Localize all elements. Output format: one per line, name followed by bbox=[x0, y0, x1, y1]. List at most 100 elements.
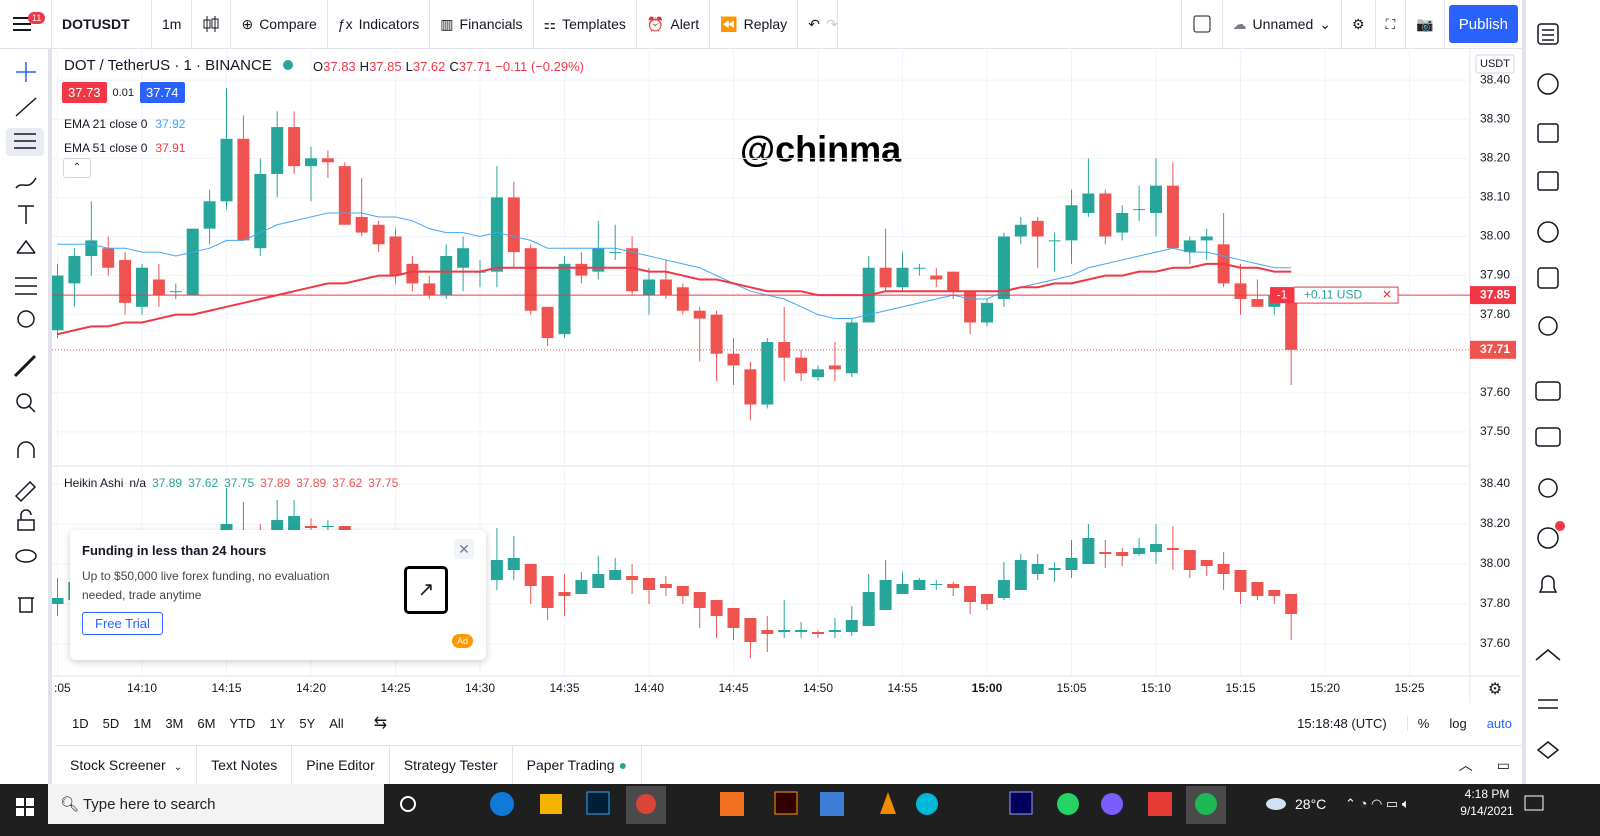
tray-icons: ⌃ ◔ ◠ ▭ 🔈︎ bbox=[1345, 796, 1410, 811]
percent-toggle[interactable]: % bbox=[1406, 715, 1440, 731]
ohlc-key: L bbox=[405, 59, 413, 74]
range-button[interactable]: 5D bbox=[102, 715, 120, 731]
candle-body bbox=[1251, 299, 1264, 307]
toolbar-item[interactable]: ⏪ Replay bbox=[710, 0, 799, 48]
range-button[interactable]: 3M bbox=[165, 715, 184, 731]
maximize-panel[interactable]: ▭ bbox=[1496, 756, 1510, 773]
y-tick-label: 38.40 bbox=[1480, 476, 1510, 490]
bottom-tab[interactable]: Stock Screener ⌄ bbox=[56, 746, 198, 784]
toolbar-label: Indicators bbox=[358, 16, 420, 32]
toolbar-item[interactable]: ⊕ Compare bbox=[231, 0, 328, 48]
candle-body bbox=[389, 236, 402, 276]
x-tick-label: 15:25 bbox=[1394, 681, 1424, 695]
indicator-name: EMA 21 close 0 bbox=[64, 117, 148, 131]
candle-body bbox=[558, 592, 571, 596]
date-range-icon[interactable]: ⇆ bbox=[373, 715, 388, 732]
candle-body bbox=[423, 283, 436, 296]
x-tick-label: 14:45 bbox=[718, 681, 748, 695]
auto-toggle[interactable]: auto bbox=[1486, 715, 1512, 731]
candle-body bbox=[541, 576, 554, 608]
publish-button[interactable]: Publish bbox=[1448, 5, 1518, 43]
fullscreen[interactable]: ⛶ bbox=[1376, 0, 1407, 48]
x-tick-label: 15:15 bbox=[1225, 681, 1255, 695]
snapshot[interactable]: 📷 bbox=[1406, 0, 1445, 48]
range-button[interactable]: 1Y bbox=[269, 715, 286, 731]
indicator-name: EMA 51 close 0 bbox=[64, 141, 148, 155]
ha-value: 37.75 bbox=[224, 476, 255, 490]
ad-button[interactable]: Free Trial bbox=[82, 612, 163, 635]
toolbar-item[interactable]: ⏰ Alert bbox=[637, 0, 711, 48]
x-tick-label: 15:05 bbox=[1056, 681, 1086, 695]
ema-line bbox=[57, 262, 1292, 336]
collapse-panel[interactable]: ︿ bbox=[1458, 757, 1473, 773]
market-status bbox=[283, 60, 293, 70]
ohlc-value: 37.85 bbox=[369, 59, 402, 74]
candle-body bbox=[1166, 548, 1179, 550]
ad-text: Up to $50,000 live forex funding, no eva… bbox=[82, 569, 330, 602]
candle-body bbox=[1031, 564, 1044, 574]
candle-body bbox=[964, 291, 977, 323]
candle-body bbox=[609, 252, 622, 254]
layout-name[interactable]: ☁ Unnamed ⌄ bbox=[1223, 0, 1342, 48]
interval[interactable]: 1m bbox=[152, 0, 193, 48]
candle-body bbox=[524, 564, 537, 586]
range-button[interactable]: 6M bbox=[197, 715, 216, 731]
layout-toggle[interactable] bbox=[1180, 0, 1223, 48]
range-button[interactable]: 1M bbox=[133, 715, 152, 731]
range-button[interactable]: 5Y bbox=[299, 715, 316, 731]
search-box[interactable]: 🔍︎ Type here to search bbox=[60, 796, 216, 813]
range-button[interactable]: All bbox=[329, 715, 344, 731]
candle-body bbox=[1285, 594, 1298, 614]
toolbar-item[interactable]: ▥ Financials bbox=[430, 0, 534, 48]
settings-gear[interactable]: ⚙ bbox=[1488, 681, 1502, 698]
bottom-tab[interactable]: Strategy Tester bbox=[390, 746, 513, 784]
toolbar-items: ⊕ Compare ƒx Indicators ▥ Financials ⚏ Template… bbox=[231, 0, 799, 48]
bottom-tab[interactable]: Pine Editor bbox=[292, 746, 390, 784]
candle-body bbox=[1014, 224, 1027, 237]
candle-body bbox=[372, 224, 385, 245]
candle-body bbox=[136, 267, 148, 307]
indicator-value: 37.92 bbox=[155, 117, 186, 131]
range-button[interactable]: YTD bbox=[229, 715, 256, 731]
candle-body bbox=[541, 306, 554, 339]
range-button[interactable]: 1D bbox=[72, 715, 89, 731]
toolbar-item[interactable]: ⚏ Templates bbox=[534, 0, 637, 48]
tab-label: Pine Editor bbox=[306, 757, 375, 773]
chart-style[interactable] bbox=[192, 0, 232, 48]
ad-close[interactable]: ✕ bbox=[454, 539, 474, 559]
candle-body bbox=[507, 558, 520, 570]
candle-body bbox=[626, 576, 639, 580]
tab-label: Strategy Tester bbox=[403, 757, 498, 773]
bid[interactable]: 37.73 bbox=[62, 82, 107, 103]
collapse-button[interactable]: ⌃ bbox=[63, 158, 91, 178]
ask[interactable]: 37.74 bbox=[139, 82, 185, 103]
candle-body bbox=[862, 592, 875, 626]
candle-body bbox=[288, 516, 301, 534]
range-bar: 1D 5D 1M 3M 6M YTD 1Y 5Y All ⇆ 15:18:48 (UTC) % … bbox=[56, 704, 1522, 742]
position-pnl-bg bbox=[1293, 286, 1399, 304]
candle-body bbox=[643, 578, 655, 590]
drawing-toolbar bbox=[0, 48, 52, 784]
settings[interactable]: ⚙ bbox=[1342, 0, 1376, 48]
candle-body bbox=[1200, 560, 1213, 566]
toolbar-item[interactable]: ƒx Indicators bbox=[328, 0, 431, 48]
y-tick-label: 37.50 bbox=[1480, 424, 1510, 438]
spread: 0.01 bbox=[112, 86, 134, 99]
bottom-tab[interactable]: Text Notes bbox=[197, 746, 293, 784]
menu-button[interactable]: 11 bbox=[0, 0, 52, 48]
x-tick-label: 14:25 bbox=[380, 681, 410, 695]
candle-body bbox=[406, 263, 419, 284]
position-qty: -1 bbox=[1277, 287, 1288, 301]
candle-body bbox=[981, 594, 993, 604]
symbol-search[interactable]: DOTUSDT bbox=[52, 0, 152, 48]
y-tick-label: 37.80 bbox=[1480, 307, 1510, 321]
undo[interactable]: ↶ ↷ bbox=[798, 0, 839, 48]
position-close: ✕ bbox=[1382, 287, 1392, 301]
candle-body bbox=[727, 353, 740, 366]
log-toggle[interactable]: log bbox=[1449, 715, 1467, 731]
candle-body bbox=[1082, 193, 1095, 214]
bottom-tab[interactable]: Paper Trading ● bbox=[513, 746, 643, 784]
candle-body bbox=[102, 248, 115, 268]
candle-body bbox=[710, 314, 723, 354]
candle-body bbox=[744, 618, 757, 642]
